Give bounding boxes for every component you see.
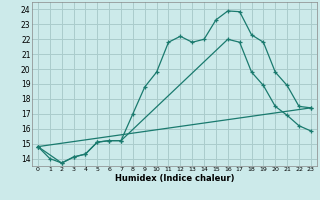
X-axis label: Humidex (Indice chaleur): Humidex (Indice chaleur)	[115, 174, 234, 183]
